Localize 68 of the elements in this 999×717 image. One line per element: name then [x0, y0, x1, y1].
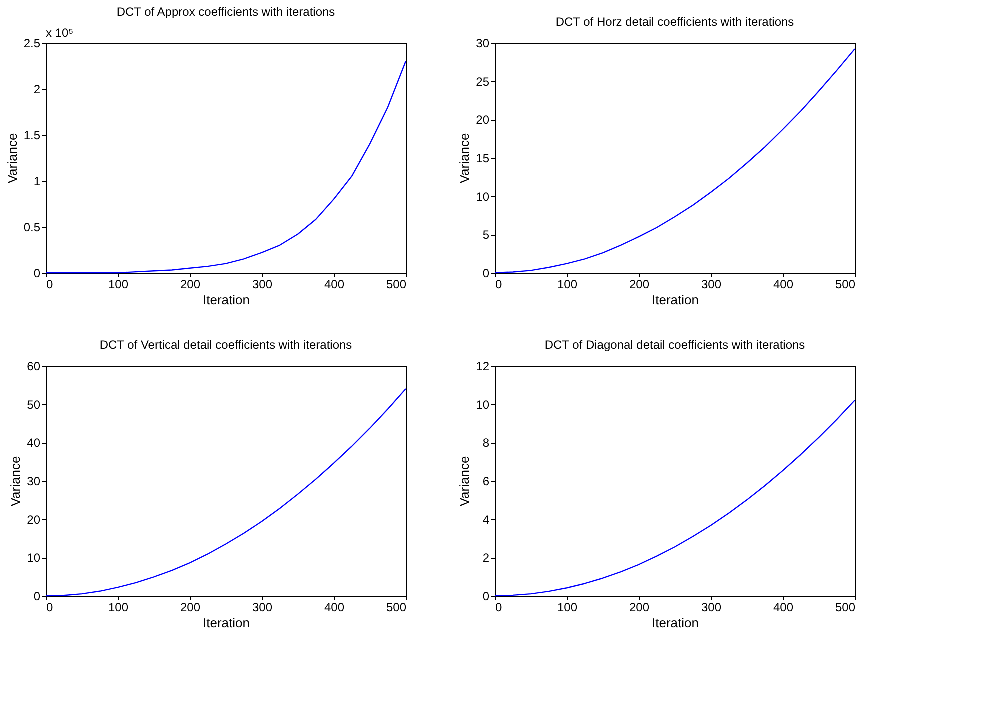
- x-tick-label: 0: [496, 278, 502, 292]
- y-tick-label: 1: [34, 174, 41, 188]
- y-tick-label: 10: [27, 551, 41, 566]
- line-series: [494, 48, 856, 274]
- y-tick-label: 2: [34, 82, 41, 96]
- y-axis-title: Variance: [457, 133, 472, 184]
- x-tick-label: 0: [46, 600, 54, 614]
- x-tick-label: 300: [701, 600, 722, 614]
- y-tick-label: 12: [476, 360, 490, 374]
- y-tick-label: 0: [482, 266, 490, 280]
- y-axis-title: Variance: [457, 456, 472, 507]
- text: x 10⁵: [46, 26, 74, 40]
- y-tick-label: 0: [482, 590, 490, 604]
- x-tick-label: 400: [324, 600, 345, 614]
- x-tick-label: 400: [324, 278, 345, 292]
- y-tick-label: 2.5: [24, 36, 41, 50]
- y-tick-label: 10: [476, 190, 490, 204]
- line-series: [45, 60, 407, 274]
- x-tick-label: 0: [46, 278, 54, 292]
- x-tick-label: 300: [252, 600, 273, 614]
- x-tick-label: 200: [180, 278, 201, 292]
- x-axis-title: Iteration: [203, 292, 250, 308]
- y-tick-label: 2: [482, 551, 490, 566]
- y-axis-title: Variance: [4, 133, 20, 184]
- chart-title: DCT of Diagonal detail coefficients with iterations: [544, 338, 806, 352]
- y-tick-label: 60: [27, 360, 41, 374]
- y-tick-label: 0.5: [24, 220, 41, 234]
- x-tick-label: 500: [835, 278, 856, 292]
- y-tick-label: 50: [27, 398, 41, 412]
- x-axis-title: Iteration: [652, 616, 699, 630]
- x-tick-label: 500: [386, 278, 407, 292]
- y-tick-label: 1.5: [24, 128, 41, 142]
- y-tick-label: 0: [34, 266, 41, 280]
- x-tick-label: 200: [180, 600, 201, 614]
- chart-title: DCT of Horz detail coefficients with iterations: [556, 15, 794, 29]
- chart-title: DCT of Vertical detail coefficients with iterations: [100, 338, 352, 352]
- x-tick-label: 100: [557, 278, 578, 292]
- y-tick-label: 4: [482, 512, 490, 527]
- x-tick-label: 500: [386, 600, 407, 614]
- x-tick-label: 400: [773, 278, 794, 292]
- y-tick-label: 5: [482, 228, 490, 242]
- y-tick-label: 0: [34, 590, 41, 604]
- x-tick-label: 200: [629, 600, 650, 614]
- chart-title: DCT of Approx coefficients with iterations: [116, 5, 336, 19]
- x-tick-label: 100: [557, 600, 578, 614]
- y-axis-title: Variance: [8, 456, 24, 507]
- y-tick-label: 8: [482, 436, 490, 450]
- y-tick-label: 15: [476, 152, 490, 166]
- x-tick-label: 400: [773, 600, 794, 614]
- line-series: [494, 400, 856, 597]
- line-series: [45, 388, 407, 597]
- x-axis-title: Iteration: [652, 292, 699, 308]
- x-tick-label: 300: [252, 278, 273, 292]
- x-tick-label: 100: [108, 600, 129, 614]
- y-tick-label: 20: [27, 512, 41, 527]
- x-tick-label: 200: [629, 278, 650, 292]
- y-tick-label: 30: [27, 474, 41, 488]
- y-tick-label: 10: [476, 398, 490, 412]
- x-tick-label: 100: [108, 278, 129, 292]
- x-axis-title: Iteration: [203, 616, 250, 630]
- x-tick-label: 300: [701, 278, 722, 292]
- y-tick-label: 20: [476, 113, 490, 128]
- x-tick-label: 0: [496, 600, 502, 614]
- y-tick-label: 30: [476, 36, 490, 50]
- y-tick-label: 6: [482, 474, 490, 488]
- y-tick-label: 25: [476, 74, 490, 89]
- x-tick-label: 500: [835, 600, 856, 614]
- y-tick-label: 40: [27, 436, 41, 450]
